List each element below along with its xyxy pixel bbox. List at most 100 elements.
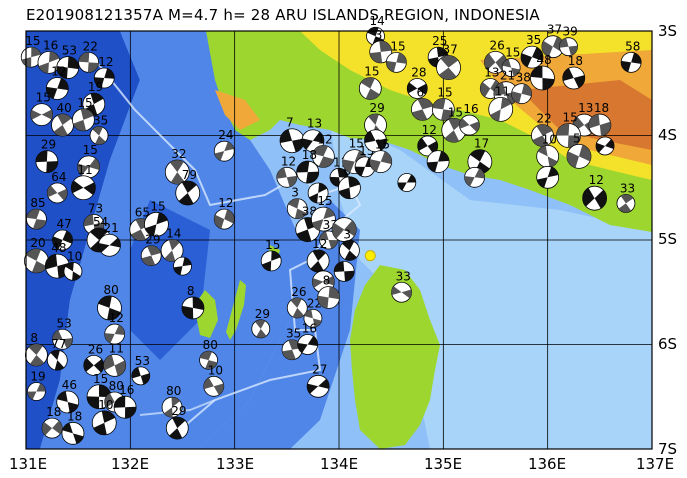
depth-label: 85: [30, 196, 45, 210]
beachball: [131, 366, 151, 386]
beachball: [173, 256, 192, 276]
beachball: [311, 144, 335, 168]
beachball: [339, 240, 360, 261]
depth-label: 26: [490, 38, 505, 52]
beachball: [41, 417, 63, 439]
beachball: [338, 176, 361, 200]
depth-label: 8: [30, 331, 38, 345]
beachball: [333, 260, 355, 282]
depth-label: 16: [463, 102, 478, 116]
depth-label: 47: [57, 217, 72, 231]
beachball: [566, 143, 592, 169]
beachball: [91, 410, 117, 436]
beachball: [306, 374, 330, 398]
kai-island-2: [226, 280, 246, 340]
beachball: [556, 123, 581, 148]
depth-label: 28: [411, 65, 426, 79]
beachball: [35, 150, 59, 174]
depth-label: 19: [30, 370, 45, 384]
depth-label: 29: [41, 138, 56, 152]
beachball: [56, 390, 80, 414]
beachball: [71, 108, 95, 132]
depth-label: 25: [432, 34, 447, 48]
depth-label: 53: [57, 316, 72, 330]
depth-label: 40: [57, 101, 72, 115]
beachball: [391, 281, 413, 303]
depth-label: 16: [119, 383, 134, 397]
depth-label: 15: [36, 91, 51, 105]
depth-label: 18: [67, 409, 82, 423]
lon-tick-label: 135E: [423, 455, 463, 473]
beachball: [595, 136, 615, 156]
depth-label: 10: [542, 132, 557, 146]
beachball: [78, 51, 99, 73]
map-frame: [25, 30, 653, 450]
beachball: [417, 135, 439, 157]
depth-label: 26: [291, 285, 306, 299]
beachball: [369, 150, 393, 174]
depth-label: 11: [109, 341, 124, 355]
depth-label: 18: [302, 148, 317, 162]
depth-label: 12: [98, 55, 113, 69]
beachball: [27, 382, 46, 401]
depth-label: 20: [30, 236, 45, 250]
depth-label: 37: [547, 23, 562, 37]
beachball: [63, 261, 83, 281]
depth-label: 29: [145, 233, 160, 247]
beachball: [369, 40, 393, 64]
depth-label: 26: [88, 342, 103, 356]
depth-label: 29: [255, 307, 270, 321]
beachball: [30, 103, 54, 126]
depth-label: 80: [166, 384, 181, 398]
beachball: [426, 150, 450, 174]
depth-label: 15: [505, 46, 520, 60]
beachball: [46, 349, 68, 371]
lon-tick-label: 137E: [635, 455, 675, 473]
beachball: [279, 128, 305, 154]
beachball: [46, 182, 68, 204]
depth-label: 16: [302, 322, 317, 336]
depth-label: 35: [286, 327, 301, 341]
beachball: [562, 66, 586, 90]
beachball: [385, 51, 407, 73]
depth-label: 15: [25, 34, 40, 48]
depth-label: 80: [103, 283, 118, 297]
beachball: [488, 96, 514, 122]
beachball: [52, 328, 73, 350]
beachball: [213, 208, 235, 230]
depth-label: 64: [51, 170, 66, 184]
depth-label: 65: [135, 206, 150, 220]
beachball: [140, 245, 162, 267]
depth-label: 77: [51, 337, 66, 351]
beachball: [411, 97, 434, 121]
depth-label: 15: [83, 143, 98, 157]
beachball: [531, 124, 554, 147]
depth-label: 15: [265, 238, 280, 252]
beachball: [431, 97, 455, 121]
beachball: [45, 77, 69, 100]
depth-label: 3: [343, 227, 351, 241]
depth-label: 14: [370, 14, 385, 28]
beachball: [251, 319, 271, 339]
depth-label: 33: [620, 181, 635, 195]
beachball: [286, 198, 308, 220]
beachball: [77, 155, 100, 179]
beachball: [306, 249, 330, 273]
depth-label: 15: [77, 96, 92, 110]
depth-label: 3: [375, 28, 383, 42]
beachball: [175, 180, 201, 206]
beachball: [541, 35, 565, 59]
depth-label: 15: [93, 372, 108, 386]
beachball: [129, 218, 153, 241]
depth-label: 17: [474, 137, 489, 151]
beachball: [520, 45, 544, 69]
depth-label: 15: [390, 39, 405, 53]
depth-label: 38: [516, 71, 531, 85]
depth-label: 18: [46, 405, 61, 419]
lon-tick-label: 136E: [527, 455, 567, 473]
depth-label: 12: [281, 154, 296, 168]
depth-label: 79: [182, 168, 197, 182]
depth-label: 15: [563, 111, 578, 125]
beachball: [297, 334, 319, 355]
